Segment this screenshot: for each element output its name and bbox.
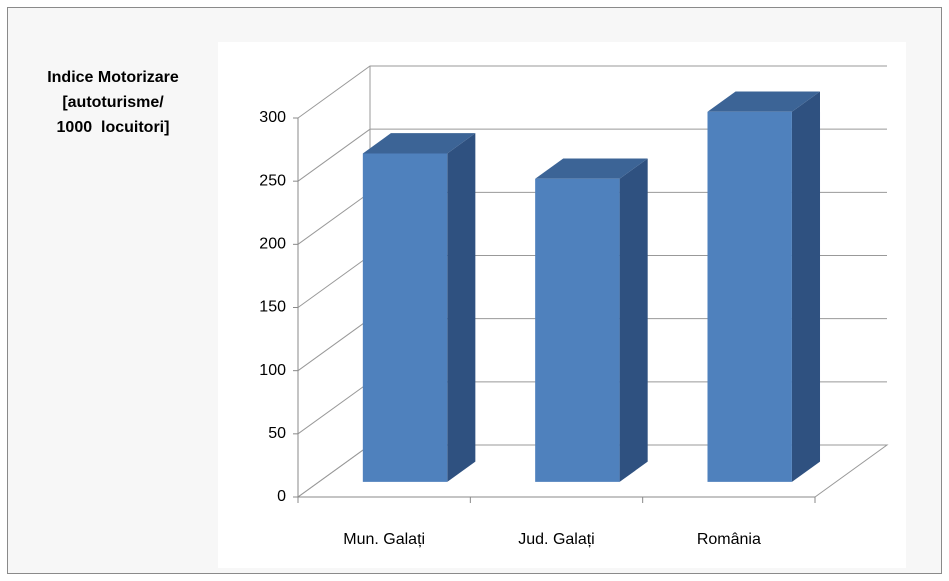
y-tick-label: 50 (268, 425, 286, 442)
x-tick-label: Mun. Galați (343, 531, 425, 548)
bar-top (362, 133, 476, 154)
y-axis-label: [autoturisme/ (62, 94, 164, 111)
y-tick-label: 300 (259, 109, 286, 126)
bar-side (619, 158, 648, 482)
y-tick-label: 150 (259, 299, 286, 316)
y-tick-label: 0 (277, 488, 286, 505)
y-axis-label: Indice Motorizare (47, 69, 179, 86)
bar (707, 111, 792, 482)
y-axis-label: 1000 locuitori] (57, 119, 170, 136)
x-tick-label: Jud. Galați (518, 531, 594, 548)
bar-top (535, 158, 648, 179)
bar (535, 178, 620, 482)
y-tick-label: 200 (259, 236, 286, 253)
bar-side (791, 91, 821, 482)
x-tick-label: România (697, 531, 761, 548)
bar (362, 153, 448, 482)
grid-line (297, 65, 887, 119)
bar-side (447, 133, 476, 482)
y-tick-label: 250 (259, 172, 286, 189)
bar-top (707, 91, 821, 112)
y-tick-label: 100 (259, 362, 286, 379)
